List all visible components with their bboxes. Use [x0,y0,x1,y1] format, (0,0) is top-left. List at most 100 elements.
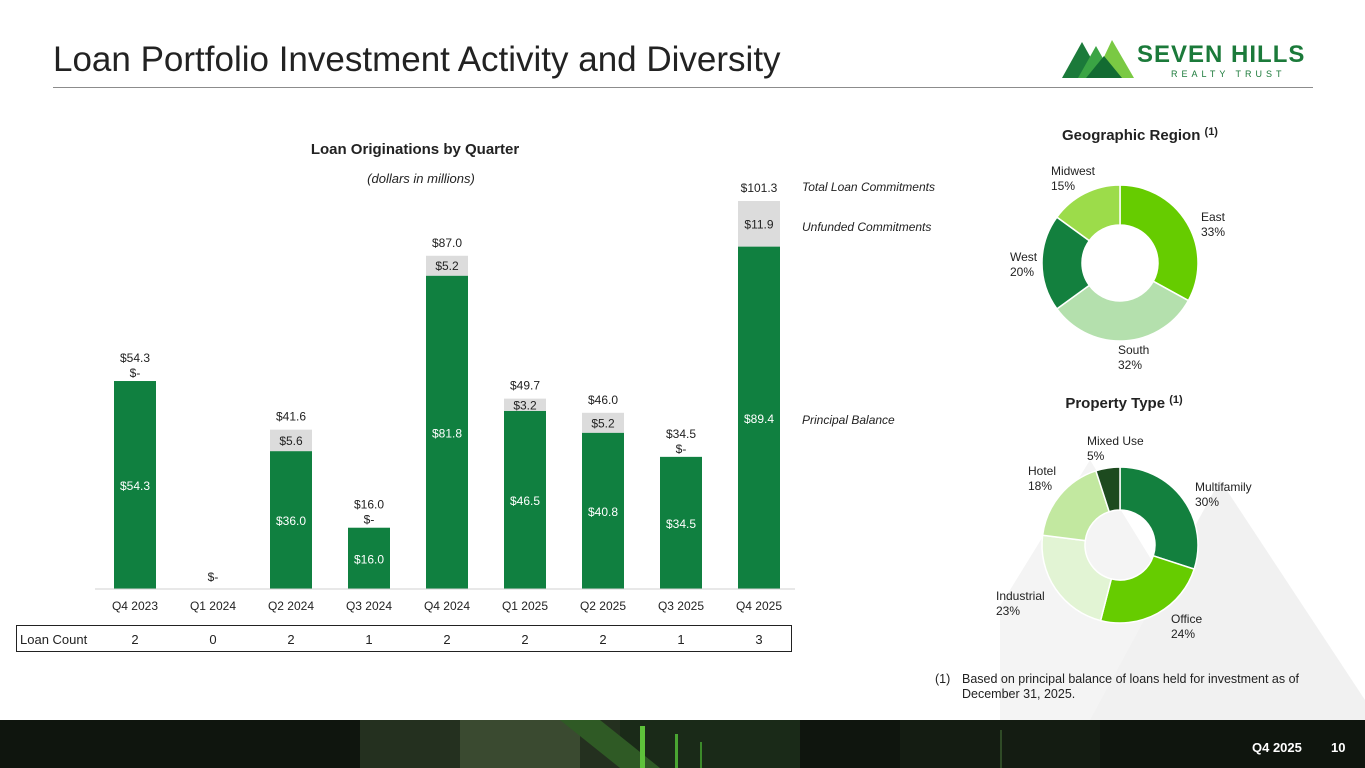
slice-pct-3: 18% [1028,479,1052,493]
bar-unfunded-5 [504,398,546,411]
slice-office [1099,554,1196,624]
slice-mixed-use [1094,466,1121,513]
chart-title: Loan Originations by Quarter [311,141,520,158]
footnote-number: (1) [935,672,951,686]
slice-pct-0: 33% [1201,225,1225,239]
title-divider [53,87,1313,88]
bars-layer: $54.3$-$54.3Q4 2023$-Q1 2024$36.0$5.6$41… [112,181,782,613]
slice-east [1119,184,1199,302]
label-unfunded-5: $3.2 [513,398,537,412]
slice-industrial [1041,534,1113,622]
bar-principal-7 [660,456,702,589]
page-title: Loan Portfolio Investment Activity and D… [53,40,781,79]
label-unfunded-0: $- [130,366,141,380]
mountains-logo-icon [1062,40,1134,78]
logo-tagline: REALTY TRUST [1171,69,1286,79]
chart-subtitle: (dollars in millions) [367,171,475,186]
slice-label-0: Multifamily [1195,480,1252,494]
legend-unfunded-commitments: Unfunded Commitments [802,220,931,234]
label-principal-4: $81.8 [432,426,462,440]
bar-principal-4 [426,275,468,589]
label-principal-0: $54.3 [120,479,150,493]
bar-principal-6 [582,432,624,589]
slice-label-1: South [1118,343,1149,357]
loan-count-value-7: 1 [677,632,685,647]
loan-count-value-8: 3 [755,632,763,647]
bar-principal-8 [738,246,780,589]
legend-total-loan-commitments: Total Loan Commitments [802,180,935,194]
slice-pct-2: 20% [1010,265,1034,279]
slice-label-2: Industrial [996,589,1045,603]
x-tick-label-6: Q2 2025 [580,599,626,613]
label-principal-5: $46.5 [510,494,540,508]
footer-period: Q4 2025 [1252,740,1302,755]
slice-south [1055,280,1190,342]
loan-count-value-0: 2 [131,632,139,647]
logo-name: SEVEN HILLS [1137,41,1305,68]
bar-principal-2 [270,451,312,589]
loan-count-value-2: 2 [287,632,295,647]
loan-count-value-4: 2 [443,632,451,647]
label-principal-6: $40.8 [588,505,618,519]
label-total-5: $49.7 [510,379,540,393]
slice-pct-0: 30% [1195,495,1219,509]
slice-pct-4: 5% [1087,449,1105,463]
label-unfunded-4: $5.2 [435,259,459,273]
x-tick-label-0: Q4 2023 [112,599,158,613]
x-tick-label-4: Q4 2024 [424,599,470,613]
label-principal-8: $89.4 [744,412,774,426]
page-number: 10 [1331,740,1346,755]
loan-count-row [16,625,792,652]
x-tick-label-7: Q3 2025 [658,599,704,613]
label-total-7: $34.5 [666,427,696,441]
label-total-4: $87.0 [432,236,462,250]
bar-unfunded-4 [426,255,468,276]
donut-title-note: (1) [1205,126,1219,138]
slice-label-3: Hotel [1028,464,1056,478]
label-principal-7: $34.5 [666,517,696,531]
slice-multifamily [1119,466,1199,571]
label-total-3: $16.0 [354,498,384,512]
label-unfunded-3: $- [364,513,375,527]
footer-banner [0,720,1365,768]
donut-title: Geographic Region (1) [1062,126,1218,144]
x-tick-label-5: Q1 2025 [502,599,548,613]
footnote-text: Based on principal balance of loans held… [962,672,1300,701]
label-total-6: $46.0 [588,393,618,407]
loan-originations-chart: Loan Originations by Quarter (dollars in… [95,141,935,613]
bar-principal-3 [348,527,390,589]
bar-unfunded-8 [738,201,780,247]
bar-principal-5 [504,410,546,589]
bar-unfunded-6 [582,412,624,433]
legend-principal-balance: Principal Balance [802,413,895,427]
x-tick-label-2: Q2 2024 [268,599,314,613]
slice-label-3: Midwest [1051,164,1096,178]
loan-count-value-1: 0 [209,632,217,647]
company-logo: SEVEN HILLS REALTY TRUST [1062,40,1305,79]
bar-unfunded-2 [270,429,312,452]
label-total-2: $41.6 [276,410,306,424]
loan-count-value-3: 1 [365,632,373,647]
slice-pct-2: 23% [996,604,1020,618]
x-tick-label-8: Q4 2025 [736,599,782,613]
loan-count-value-6: 2 [599,632,607,647]
loan-count-value-5: 2 [521,632,529,647]
slice-label-4: Mixed Use [1087,434,1144,448]
bar-principal-0 [114,381,156,589]
label-unfunded-7: $- [676,442,687,456]
donut-title-note: (1) [1169,394,1183,406]
label-unfunded-8: $11.9 [744,217,773,231]
label-principal-3: $16.0 [354,552,384,566]
slice-pct-3: 15% [1051,179,1075,193]
slice-pct-1: 24% [1171,627,1195,641]
slice-midwest [1055,184,1121,242]
slice-label-2: West [1010,250,1038,264]
slice-label-0: East [1201,210,1226,224]
x-tick-label-3: Q3 2024 [346,599,392,613]
slice-pct-1: 32% [1118,358,1142,372]
x-tick-label-1: Q1 2024 [190,599,236,613]
loan-count-label: Loan Count [20,632,88,647]
label-principal-1: $- [208,570,219,584]
